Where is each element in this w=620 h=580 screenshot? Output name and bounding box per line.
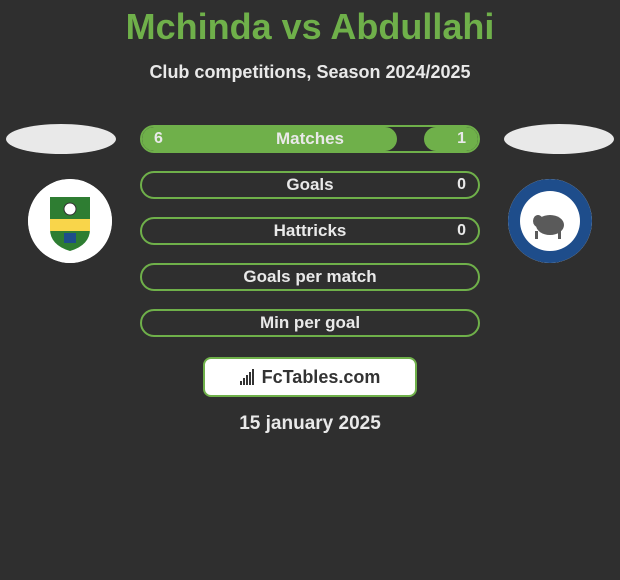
stat-bar-label: Hattricks bbox=[142, 219, 478, 243]
stat-bar: Goals per match bbox=[140, 263, 480, 291]
bars-icon bbox=[240, 369, 254, 385]
stat-bar: Min per goal bbox=[140, 309, 480, 337]
comparison-bars: Matches61Goals0Hattricks0Goals per match… bbox=[140, 125, 480, 337]
club-badge-left bbox=[28, 179, 112, 263]
site-logo-text: FcTables.com bbox=[262, 367, 381, 388]
stat-bar-label: Min per goal bbox=[142, 311, 478, 335]
club-badge-right-icon bbox=[508, 179, 592, 263]
stat-bar-label: Goals bbox=[142, 173, 478, 197]
player-right-name-oval bbox=[504, 124, 614, 154]
page-title: Mchinda vs Abdullahi bbox=[126, 6, 495, 48]
stat-bar-value-left: 6 bbox=[154, 127, 163, 151]
stat-bar: Hattricks0 bbox=[140, 217, 480, 245]
stat-bar: Matches6 1 bbox=[140, 125, 480, 153]
comparison-card: Mchinda vs Abdullahi Club competitions, … bbox=[0, 0, 620, 580]
player-left-name-oval bbox=[6, 124, 116, 154]
stat-bar-value-right: 1 bbox=[457, 127, 466, 151]
stat-bar-label: Matches bbox=[142, 127, 478, 151]
stat-bar-value-right: 0 bbox=[457, 219, 466, 243]
club-badge-right bbox=[508, 179, 592, 263]
page-subtitle: Club competitions, Season 2024/2025 bbox=[149, 62, 470, 83]
report-date: 15 january 2025 bbox=[239, 413, 381, 435]
site-logo[interactable]: FcTables.com bbox=[203, 357, 417, 397]
stat-bar: Goals0 bbox=[140, 171, 480, 199]
stat-bar-value-right: 0 bbox=[457, 173, 466, 197]
stat-bar-label: Goals per match bbox=[142, 265, 478, 289]
club-badge-left-icon bbox=[28, 179, 112, 263]
